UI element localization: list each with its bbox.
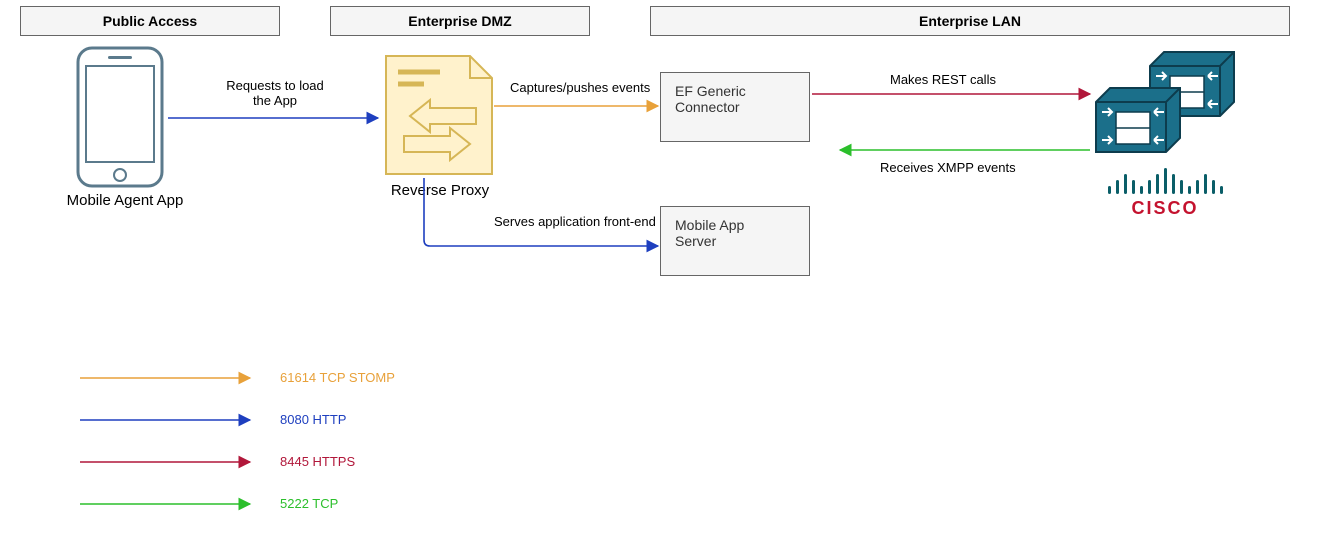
reverse-proxy-icon [386, 56, 492, 174]
app-server-label-1: Mobile App [675, 217, 795, 233]
reverse-proxy-caption: Reverse Proxy [380, 182, 500, 199]
edge-label-serves: Serves application front-end [494, 214, 656, 229]
zone-public-access: Public Access [20, 6, 280, 36]
legend-label-2: 8445 HTTPS [280, 454, 355, 469]
node-mobile-app-server: Mobile App Server [660, 206, 810, 276]
edge-label-requests: Requests to load the App [210, 78, 340, 108]
cisco-wordmark: CISCO [1100, 198, 1230, 219]
cisco-bars-icon [1100, 168, 1230, 194]
node-ef-connector: EF Generic Connector [660, 72, 810, 142]
edge-label-xmpp: Receives XMPP events [880, 160, 1016, 175]
cisco-logo: CISCO [1100, 168, 1230, 219]
legend-label-0: 61614 TCP STOMP [280, 370, 395, 385]
ef-connector-label-1: EF Generic [675, 83, 795, 99]
edge-label-captures: Captures/pushes events [510, 80, 650, 95]
zone-dmz-label: Enterprise DMZ [408, 13, 511, 29]
edge-label-rest: Makes REST calls [890, 72, 996, 87]
zone-lan-label: Enterprise LAN [919, 13, 1021, 29]
cisco-switch-icon [1096, 52, 1234, 152]
legend-label-1: 8080 HTTP [280, 412, 346, 427]
diagram-canvas: Public Access Enterprise DMZ Enterprise … [0, 0, 1334, 559]
mobile-agent-caption: Mobile Agent App [60, 192, 190, 209]
legend-label-3: 5222 TCP [280, 496, 338, 511]
zone-enterprise-lan: Enterprise LAN [650, 6, 1290, 36]
smartphone-icon [78, 48, 162, 186]
app-server-label-2: Server [675, 233, 795, 249]
zone-public-label: Public Access [103, 13, 197, 29]
ef-connector-label-2: Connector [675, 99, 795, 115]
zone-enterprise-dmz: Enterprise DMZ [330, 6, 590, 36]
